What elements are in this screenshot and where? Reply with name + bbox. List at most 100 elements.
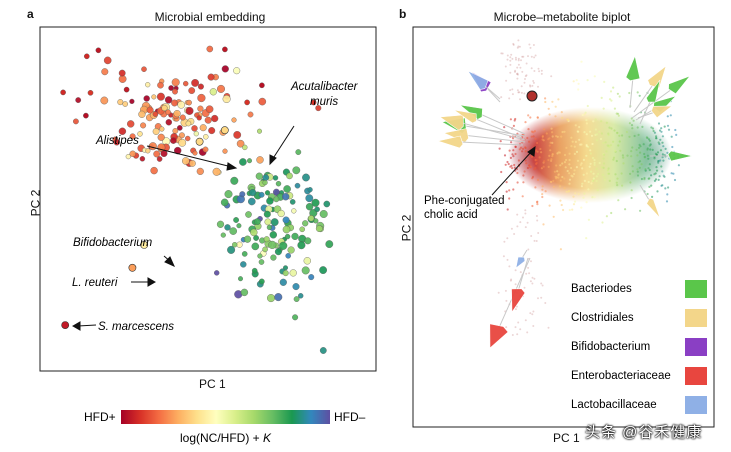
cloud-point: [511, 93, 514, 96]
scatter-point: [292, 314, 299, 321]
scatter-point: [294, 182, 301, 189]
scatter-point: [314, 206, 320, 213]
cloud-point: [585, 119, 588, 122]
cloud-point: [551, 131, 554, 134]
named-point: [61, 321, 70, 329]
scatter-point: [222, 94, 231, 103]
scatter-point: [212, 167, 221, 176]
cloud-point: [512, 188, 515, 191]
cloud-point: [524, 319, 527, 322]
cloud-point: [570, 136, 573, 139]
cloud-point: [606, 169, 610, 172]
scatter-point: [153, 150, 161, 158]
named-point: [140, 240, 149, 249]
scatter-point: [255, 172, 263, 180]
cloud-point: [613, 107, 617, 110]
scatter-point: [227, 245, 236, 254]
cloud-point: [533, 277, 536, 280]
cloud-point: [664, 147, 667, 150]
scatter-point: [303, 257, 311, 265]
scatter-point: [242, 144, 248, 151]
cloud-point: [631, 170, 635, 173]
scatter-point: [272, 175, 279, 181]
cloud-point: [517, 159, 521, 162]
cloud-point: [527, 114, 530, 117]
cloud-point: [513, 163, 516, 167]
scatter-point: [319, 209, 328, 218]
cloud-point: [657, 141, 660, 144]
cloud-point: [618, 134, 621, 137]
cloud-point: [572, 203, 576, 206]
scatter-point: [269, 231, 277, 239]
cloud-point: [549, 141, 552, 144]
cloud-point: [561, 116, 564, 119]
scatter-point: [289, 269, 297, 277]
cloud-point: [588, 165, 591, 168]
cloud-point: [559, 185, 562, 188]
colorbar-title-main: log(NC/HFD) +: [180, 431, 263, 445]
cloud-point: [516, 72, 519, 75]
cloud-point: [532, 325, 535, 327]
legend-swatch: [685, 309, 707, 327]
cloud-point: [618, 95, 621, 98]
scatter-point: [239, 158, 247, 166]
cloud-point: [517, 91, 520, 94]
cloud-point: [674, 128, 677, 132]
biplot-arrow-head: [515, 256, 526, 269]
scatter-point: [249, 189, 257, 197]
cloud-point: [541, 134, 545, 138]
cloud-point: [524, 121, 527, 124]
cloud-point: [519, 66, 522, 69]
cloud-point: [621, 154, 625, 157]
cloud-point: [581, 167, 584, 170]
cloud-point: [568, 178, 572, 181]
cloud-point: [579, 143, 582, 146]
scatter-point: [258, 97, 267, 106]
scatter-point: [298, 293, 304, 299]
cloud-point: [656, 151, 660, 154]
cloud-point: [500, 52, 503, 55]
cloud-point: [593, 196, 596, 199]
cloud-point: [544, 302, 547, 304]
scatter-point: [274, 293, 283, 302]
cloud-point: [514, 269, 517, 272]
cloud-point: [593, 161, 596, 164]
cloud-point: [524, 226, 527, 229]
cloud-point: [609, 144, 613, 147]
cloud-point: [531, 282, 534, 285]
cloud-point: [605, 150, 608, 153]
cloud-point: [555, 164, 558, 167]
cloud-point: [570, 145, 573, 148]
scatter-point: [185, 120, 192, 127]
cloud-point: [509, 279, 512, 282]
cloud-point: [530, 135, 533, 138]
cloud-point: [509, 156, 512, 159]
cloud-point: [548, 137, 551, 140]
scatter-point: [285, 252, 292, 259]
scatter-point: [216, 84, 225, 93]
cloud-point: [589, 130, 592, 133]
label-s-marcescens: S. marcescens: [98, 321, 174, 333]
cloud-point: [585, 133, 588, 136]
cloud-point: [552, 185, 556, 188]
cloud-point: [522, 181, 525, 184]
cloud-point: [505, 299, 508, 302]
cloud-point: [503, 126, 506, 129]
cloud-point: [509, 165, 512, 168]
cloud-point: [513, 233, 516, 235]
cloud-point: [519, 98, 521, 101]
scatter-point: [291, 208, 297, 214]
cloud-point: [514, 152, 517, 156]
cloud-point: [635, 148, 638, 151]
colorbar-title-var: K: [263, 431, 272, 445]
cloud-point: [602, 162, 606, 165]
cloud-point: [541, 193, 544, 196]
cloud-point: [590, 170, 593, 173]
cloud-point: [505, 79, 508, 82]
cloud-point: [620, 172, 623, 175]
scatter-point: [216, 220, 225, 228]
biplot-arrow-head: [645, 79, 661, 103]
scatter-point: [185, 106, 194, 115]
cloud-point: [561, 130, 564, 134]
scatter-point: [233, 67, 241, 75]
